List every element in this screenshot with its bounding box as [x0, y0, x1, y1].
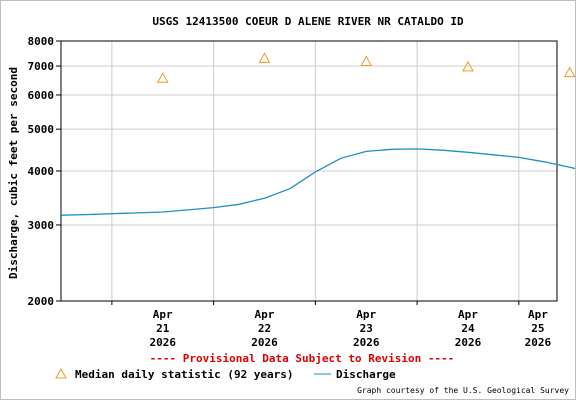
median-point	[563, 66, 576, 78]
series	[60, 52, 576, 216]
y-tick-label: 7000	[28, 60, 55, 73]
y-tick-label: 6000	[28, 89, 55, 102]
legend-median-label: Median daily statistic (92 years)	[75, 368, 294, 381]
x-tick-label: 2026	[525, 336, 552, 349]
y-tick-label: 3000	[28, 219, 55, 232]
median-point	[360, 55, 373, 67]
x-tick-label: 24	[461, 322, 475, 335]
y-tick-label: 8000	[28, 35, 55, 48]
x-tick-label: Apr	[153, 308, 173, 321]
median-point	[156, 72, 169, 83]
median-point	[258, 52, 271, 63]
x-tick-label: 22	[258, 322, 271, 335]
y-tick-label: 4000	[28, 165, 55, 178]
y-tick-label: 5000	[28, 123, 55, 136]
legend-median-triangle-icon	[55, 367, 67, 379]
plot-frame	[60, 40, 558, 302]
x-tick-label: 23	[360, 322, 373, 335]
x-tick-label: Apr	[458, 308, 478, 321]
y-axis-label: Discharge, cubic feet per second	[7, 67, 20, 279]
provisional-note: ---- Provisional Data Subject to Revisio…	[150, 352, 455, 365]
legend-discharge-label: Discharge	[336, 368, 396, 381]
chart-title: USGS 12413500 COEUR D ALENE RIVER NR CAT…	[152, 15, 464, 28]
credit-note: Graph courtesy of the U.S. Geological Su…	[357, 386, 569, 395]
x-tick-label: 25	[531, 322, 544, 335]
x-tick-label: 2026	[455, 336, 482, 349]
legend: Median daily statistic (92 years) Discha…	[55, 367, 396, 381]
discharge-line	[60, 148, 576, 216]
x-tick-label: 2026	[149, 336, 176, 349]
x-tick-label: 2026	[251, 336, 278, 349]
axes: 2000300040005000600070008000Apr212026Apr…	[28, 35, 558, 349]
median-point	[462, 60, 474, 72]
x-tick-label: Apr	[528, 308, 548, 321]
x-tick-label: 21	[156, 322, 170, 335]
x-tick-label: Apr	[356, 308, 376, 321]
x-tick-label: Apr	[255, 308, 275, 321]
x-tick-label: 2026	[353, 336, 380, 349]
y-tick-label: 2000	[28, 295, 55, 308]
